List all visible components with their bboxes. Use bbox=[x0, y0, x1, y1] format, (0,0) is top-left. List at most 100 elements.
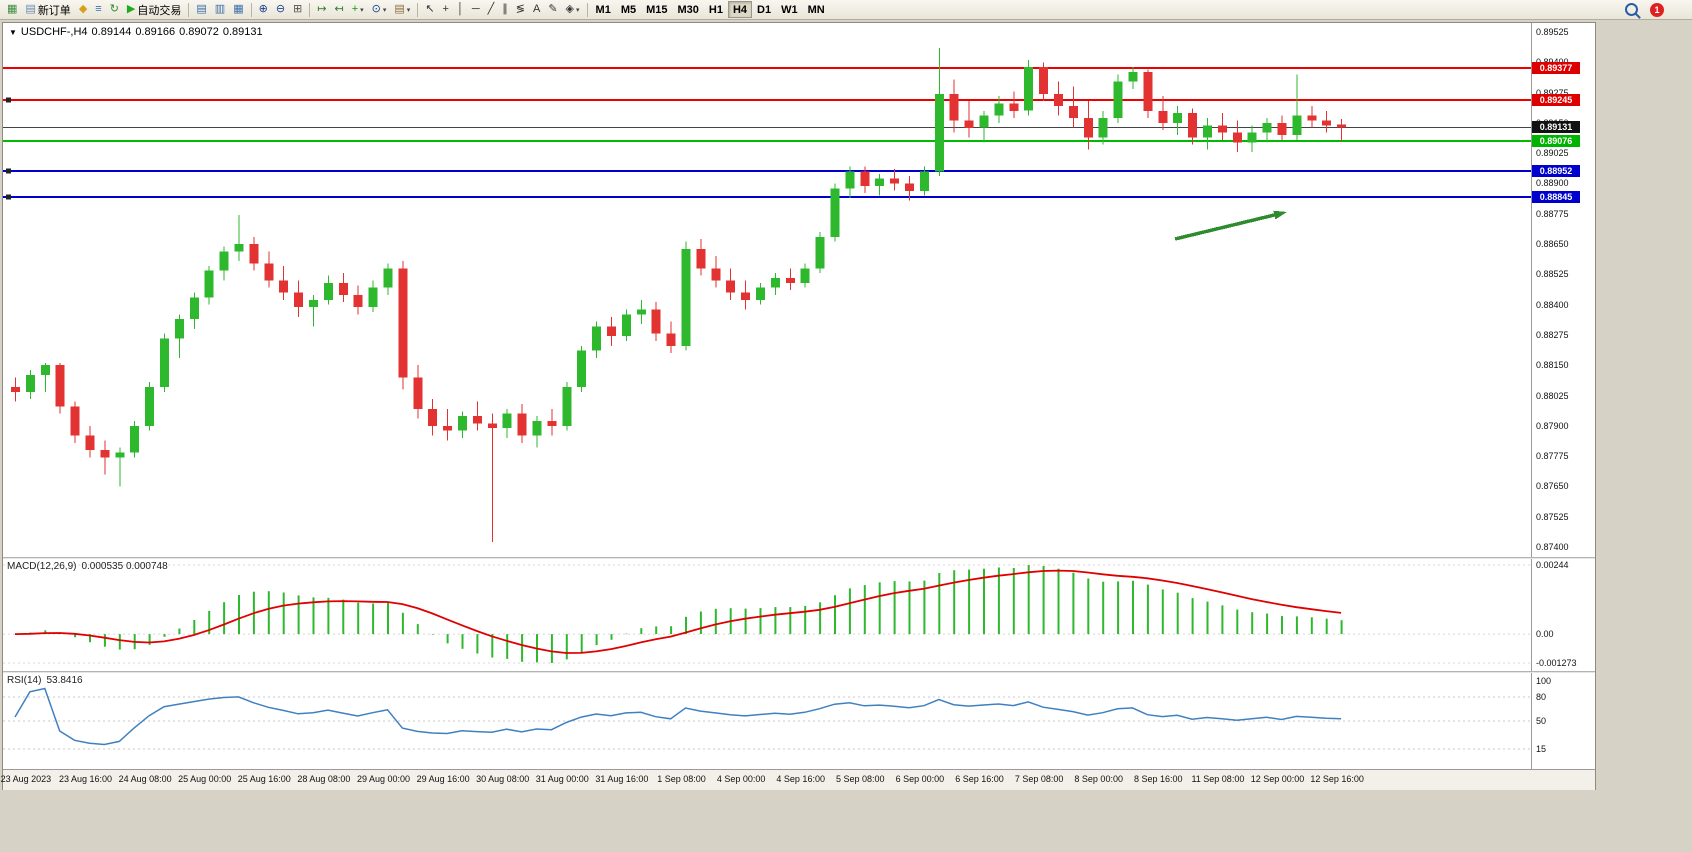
new-chart-icon: ▦ bbox=[7, 3, 18, 15]
tf-h1-button[interactable]: H1 bbox=[704, 1, 728, 18]
tf-w1-label: W1 bbox=[781, 3, 798, 16]
channel-icon: ∥ bbox=[502, 3, 508, 15]
time-label: 28 Aug 08:00 bbox=[297, 774, 351, 784]
new-order-button[interactable]: ▤ 新订单 bbox=[21, 1, 74, 18]
vline-button[interactable]: │ bbox=[453, 1, 468, 18]
low-value: 0.89072 bbox=[179, 26, 219, 38]
price-badge: 0.89131 bbox=[1532, 121, 1580, 134]
price-badge: 0.88845 bbox=[1532, 190, 1580, 203]
zoom-in-icon: ⊕ bbox=[258, 3, 268, 15]
label-button[interactable]: ✎ bbox=[544, 1, 561, 18]
autotrading-button[interactable]: ▶ 自动交易 bbox=[123, 1, 185, 18]
tf-w1-button[interactable]: W1 bbox=[776, 1, 803, 18]
hline-button[interactable]: ─ bbox=[468, 1, 484, 18]
time-axis[interactable]: 23 Aug 2023 23 Aug 16:00 24 Aug 08:00 25 Au… bbox=[0, 769, 1595, 790]
zoom-in-button[interactable]: ⊕ bbox=[255, 1, 272, 18]
rsi-axis-label: 80 bbox=[1536, 692, 1547, 702]
tf-m15-button[interactable]: M15 bbox=[641, 1, 672, 18]
tf-mn-button[interactable]: MN bbox=[803, 1, 830, 18]
tf-m5-button[interactable]: M5 bbox=[616, 1, 641, 18]
cursor-button[interactable]: ↖ bbox=[421, 1, 438, 18]
tf-mn-label: MN bbox=[807, 3, 825, 16]
trendline-button[interactable]: ╱ bbox=[484, 1, 499, 18]
toolbar-separator bbox=[586, 2, 588, 17]
new-order-icon: ▤ bbox=[25, 3, 36, 15]
tf-h4-button[interactable]: H4 bbox=[727, 1, 753, 18]
tf-m30-label: M30 bbox=[677, 3, 699, 16]
toolbar-right: 1 bbox=[1625, 2, 1664, 17]
panel-separator[interactable] bbox=[3, 671, 1595, 673]
fibonacci-button[interactable]: ≶ bbox=[512, 1, 529, 18]
metaeditor-button[interactable]: ◆ bbox=[75, 1, 91, 18]
time-label: 12 Sep 00:00 bbox=[1250, 774, 1305, 784]
search-icon[interactable] bbox=[1625, 3, 1638, 16]
time-label: 25 Aug 16:00 bbox=[237, 774, 291, 784]
trendline-icon: ╱ bbox=[487, 3, 495, 15]
price-tick: 0.88900 bbox=[1536, 178, 1569, 189]
rsi-axis-label: 100 bbox=[1536, 676, 1552, 686]
notification-badge[interactable]: 1 bbox=[1650, 2, 1664, 17]
refresh-icon: ↻ bbox=[109, 3, 119, 15]
channel-button[interactable]: ∥ bbox=[498, 1, 512, 18]
macd-axis-label: 0.00244 bbox=[1536, 560, 1569, 570]
text-icon: A bbox=[532, 3, 541, 15]
price-tick: 0.88525 bbox=[1536, 269, 1569, 280]
rsi-canvas[interactable] bbox=[3, 673, 1531, 769]
templates-button[interactable]: ▤ ▾ bbox=[390, 1, 414, 18]
shapes-button[interactable]: ◈ ▾ bbox=[562, 1, 584, 18]
chart-shift-button[interactable]: ↤ bbox=[330, 1, 347, 18]
toolbar-separator bbox=[309, 2, 311, 17]
toolbar-separator bbox=[250, 2, 252, 17]
price-badge: 0.89377 bbox=[1532, 61, 1580, 74]
time-label: 4 Sep 16:00 bbox=[776, 774, 825, 784]
crosshair-button[interactable]: + bbox=[439, 1, 453, 18]
rsi-axis-label: 15 bbox=[1536, 744, 1547, 754]
price-tick: 0.87650 bbox=[1536, 481, 1569, 492]
price-tick: 0.88650 bbox=[1536, 239, 1569, 250]
auto-scroll-button[interactable]: ↦ bbox=[313, 1, 330, 18]
caret-down-icon: ▾ bbox=[406, 6, 411, 14]
tf-m1-button[interactable]: M1 bbox=[591, 1, 616, 18]
tf-m30-button[interactable]: M30 bbox=[673, 1, 704, 18]
price-tick: 0.87400 bbox=[1536, 542, 1569, 552]
price-tick: 0.87525 bbox=[1536, 511, 1569, 522]
time-label: 31 Aug 00:00 bbox=[535, 774, 589, 784]
autotrading-icon: ▶ bbox=[126, 3, 136, 15]
time-label: 31 Aug 16:00 bbox=[595, 774, 649, 784]
rsi-axis-label: 50 bbox=[1536, 716, 1547, 726]
crosshair-icon: + bbox=[442, 3, 449, 15]
chart-bar-type-button[interactable]: ▤ bbox=[192, 1, 210, 18]
candlestick-canvas[interactable] bbox=[3, 23, 1531, 557]
time-label: 6 Sep 00:00 bbox=[895, 774, 945, 784]
macd-axis-label: 0.00 bbox=[1536, 629, 1554, 640]
tile-windows-button[interactable]: ⊞ bbox=[289, 1, 306, 18]
rsi-scale[interactable]: 100 80 50 15 bbox=[1531, 673, 1595, 769]
price-badge: 0.88952 bbox=[1532, 164, 1580, 177]
chart-candle-type-button[interactable]: ▥ bbox=[211, 1, 229, 18]
collapse-triangle-icon[interactable]: ▼ bbox=[9, 28, 17, 37]
price-scale[interactable]: 0.895250.894000.892750.891500.890250.889… bbox=[1531, 23, 1595, 557]
rsi-label: RSI(14) 53.8416 bbox=[7, 675, 88, 686]
indicators-button[interactable]: + ▾ bbox=[348, 1, 368, 18]
macd-canvas[interactable] bbox=[3, 559, 1531, 671]
price-chart-panel: ▼ USDCHF-,H4 0.89144 0.89166 0.89072 0.89131 … bbox=[3, 23, 1595, 557]
macd-scale[interactable]: 0.00244 0.00 -0.001273 bbox=[1531, 559, 1595, 671]
tf-h1-label: H1 bbox=[708, 3, 723, 16]
tf-d1-button[interactable]: D1 bbox=[752, 1, 776, 18]
price-tick: 0.87900 bbox=[1536, 420, 1569, 431]
macd-panel: MACD(12,26,9) 0.000535 0.000748 0.00244 0.… bbox=[3, 559, 1595, 671]
refresh-button[interactable]: ↻ bbox=[106, 1, 123, 18]
hline-icon: ─ bbox=[471, 3, 480, 15]
periods-button[interactable]: ⊙ ▾ bbox=[368, 1, 391, 18]
price-tick: 0.88275 bbox=[1536, 329, 1569, 340]
price-tick: 0.88775 bbox=[1536, 208, 1569, 219]
chart-line-type-button[interactable]: ▦ bbox=[229, 1, 247, 18]
zoom-out-button[interactable]: ⊖ bbox=[272, 1, 289, 18]
new-chart-button[interactable]: ▦ bbox=[3, 1, 21, 18]
market-watch-button[interactable]: ≡ bbox=[91, 1, 105, 18]
text-button[interactable]: A bbox=[529, 1, 544, 18]
macd-axis-label: -0.001273 bbox=[1536, 658, 1577, 668]
autotrading-label: 自动交易 bbox=[137, 4, 182, 17]
panel-separator[interactable] bbox=[3, 557, 1595, 559]
time-label: 23 Aug 2023 bbox=[0, 774, 52, 784]
